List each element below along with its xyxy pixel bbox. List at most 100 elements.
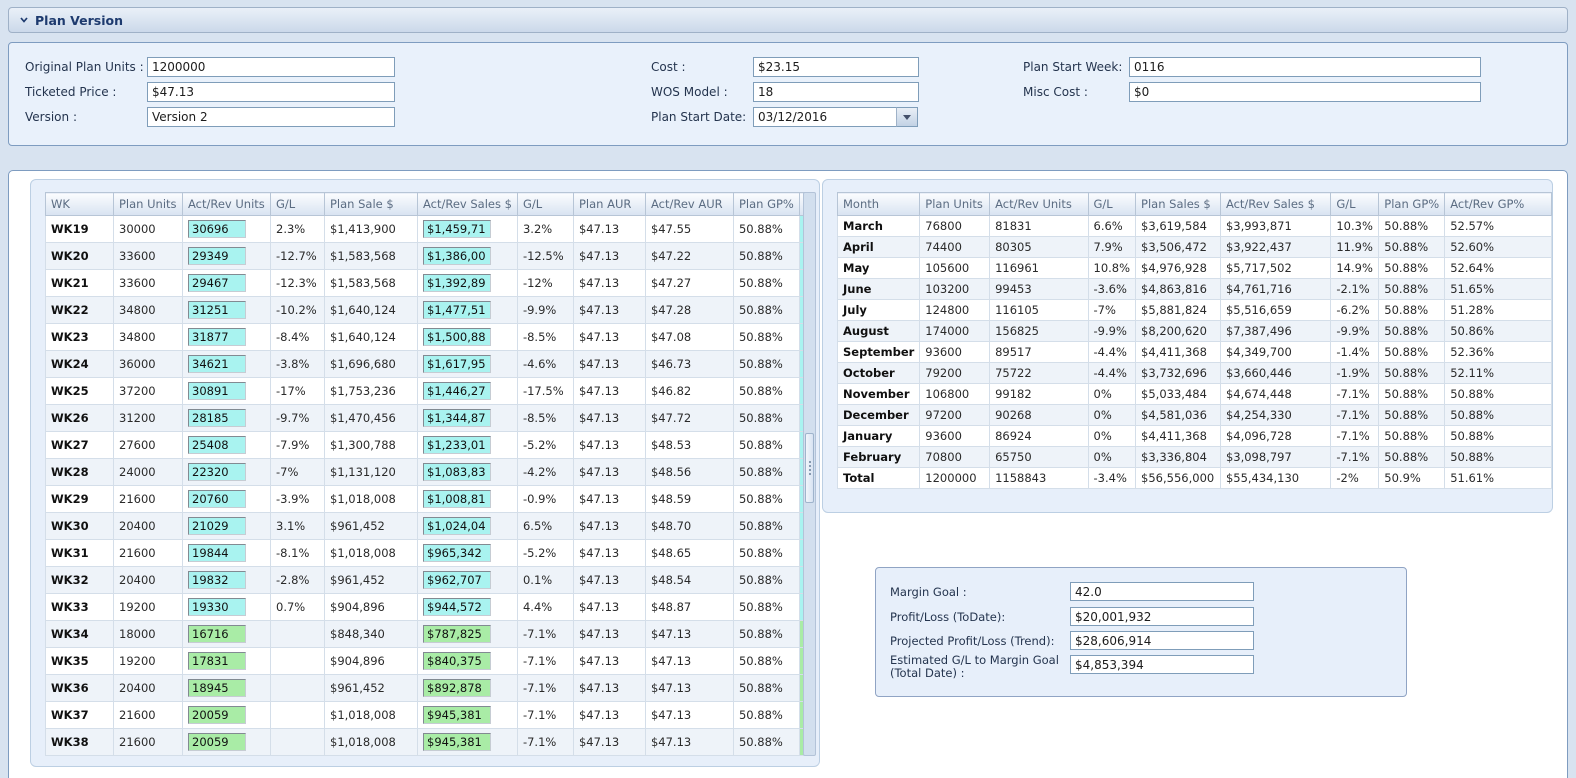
- editable-cell-act_units[interactable]: 21029: [188, 517, 246, 535]
- cell-plan_gp: 50.88%: [1379, 363, 1445, 384]
- cell-plan_units: 27600: [114, 432, 183, 459]
- cell-act_sales: $5,516,659: [1220, 300, 1330, 321]
- editable-cell-act_units[interactable]: 31251: [188, 301, 246, 319]
- editable-cell-act_sales[interactable]: $892,878: [423, 679, 491, 697]
- editable-cell-act_units[interactable]: 22320: [188, 463, 246, 481]
- column-header[interactable]: Plan Sales $: [1136, 193, 1221, 216]
- editable-cell-act_sales[interactable]: $962,707: [423, 571, 491, 589]
- editable-cell-act_units[interactable]: 25408: [188, 436, 246, 454]
- cell-month: February: [838, 447, 920, 468]
- editable-cell-act_units[interactable]: 30891: [188, 382, 246, 400]
- cell-gl_units: -4.4%: [1088, 342, 1136, 363]
- plan-start-week-field[interactable]: [1129, 57, 1481, 77]
- column-header[interactable]: Act/Rev Sales $: [1220, 193, 1330, 216]
- editable-cell-act_units[interactable]: 19330: [188, 598, 246, 616]
- editable-cell-act_units[interactable]: 30696: [188, 220, 246, 238]
- misc-cost-field[interactable]: [1129, 82, 1481, 102]
- editable-cell-act_sales[interactable]: $1,233,01: [423, 436, 491, 454]
- cell-act_units: 81831: [990, 216, 1088, 237]
- editable-cell-act_units[interactable]: 19844: [188, 544, 246, 562]
- wos-model-field[interactable]: [753, 82, 919, 102]
- cell-gl_units: -12.3%: [271, 270, 325, 297]
- estimated-gl-field[interactable]: [1070, 655, 1254, 674]
- column-header[interactable]: Act/Rev AUR: [645, 193, 733, 216]
- cell-plan_units: 30000: [114, 216, 183, 243]
- column-header[interactable]: Plan GP%: [1379, 193, 1445, 216]
- margin-goal-field[interactable]: [1070, 582, 1254, 601]
- cell-act_units: 99182: [990, 384, 1088, 405]
- cell-plan_aur: $47.13: [573, 702, 645, 729]
- cell-plan_units: 31200: [114, 405, 183, 432]
- editable-cell-act_units[interactable]: 29467: [188, 274, 246, 292]
- column-header[interactable]: Month: [838, 193, 920, 216]
- editable-cell-act_units[interactable]: 20760: [188, 490, 246, 508]
- column-header[interactable]: Act/Rev Sales $: [418, 193, 518, 216]
- editable-cell-act_sales[interactable]: $1,459,71: [423, 220, 491, 238]
- cell-plan_gp: 50.88%: [1379, 237, 1445, 258]
- editable-cell-act_sales[interactable]: $1,392,89: [423, 274, 491, 292]
- original-plan-units-field[interactable]: [147, 57, 395, 77]
- cell-act_sales: $1,617,95: [418, 351, 518, 378]
- cost-field[interactable]: [753, 57, 919, 77]
- editable-cell-act_sales[interactable]: $945,381: [423, 733, 491, 751]
- column-header[interactable]: Act/Rev Units: [183, 193, 271, 216]
- cell-act_units: 17831: [183, 648, 271, 675]
- editable-cell-act_sales[interactable]: $944,572: [423, 598, 491, 616]
- editable-cell-act_units[interactable]: 29349: [188, 247, 246, 265]
- editable-cell-act_units[interactable]: 20059: [188, 733, 246, 751]
- editable-cell-act_units[interactable]: 19832: [188, 571, 246, 589]
- column-header[interactable]: G/L: [1331, 193, 1379, 216]
- version-field[interactable]: [147, 107, 395, 127]
- column-header[interactable]: Plan Sale $: [325, 193, 418, 216]
- column-header[interactable]: Plan Units: [920, 193, 990, 216]
- cell-act_aur: $48.56: [645, 459, 733, 486]
- editable-cell-act_sales[interactable]: $1,008,81: [423, 490, 491, 508]
- column-header[interactable]: Plan Units: [114, 193, 183, 216]
- editable-cell-act_sales[interactable]: $787,825: [423, 625, 491, 643]
- cell-act_units: 19832: [183, 567, 271, 594]
- table-row: Total12000001158843-3.4%$56,556,000$55,4…: [838, 468, 1552, 489]
- ticketed-price-field[interactable]: [147, 82, 395, 102]
- editable-cell-act_sales[interactable]: $1,083,83: [423, 463, 491, 481]
- editable-cell-act_units[interactable]: 16716: [188, 625, 246, 643]
- cell-act_sales: $944,572: [418, 594, 518, 621]
- editable-cell-act_units[interactable]: 31877: [188, 328, 246, 346]
- cell-plan_aur: $47.13: [573, 486, 645, 513]
- weekly-table-scrollbar[interactable]: [803, 192, 816, 756]
- editable-cell-act_sales[interactable]: $1,446,27: [423, 382, 491, 400]
- cell-plan_aur: $47.13: [573, 432, 645, 459]
- editable-cell-act_sales[interactable]: $1,617,95: [423, 355, 491, 373]
- column-header[interactable]: G/L: [271, 193, 325, 216]
- editable-cell-act_units[interactable]: 34621: [188, 355, 246, 373]
- editable-cell-act_sales[interactable]: $945,381: [423, 706, 491, 724]
- scrollbar-thumb[interactable]: [805, 433, 814, 503]
- column-header[interactable]: WK: [46, 193, 114, 216]
- editable-cell-act_sales[interactable]: $1,344,87: [423, 409, 491, 427]
- column-header[interactable]: G/L: [517, 193, 573, 216]
- profit-loss-todate-field[interactable]: [1070, 607, 1254, 626]
- plan-start-date-field[interactable]: [753, 107, 897, 127]
- editable-cell-act_sales[interactable]: $1,386,00: [423, 247, 491, 265]
- editable-cell-act_units[interactable]: 18945: [188, 679, 246, 697]
- column-header[interactable]: Plan AUR: [573, 193, 645, 216]
- editable-cell-act_sales[interactable]: $1,500,88: [423, 328, 491, 346]
- column-header[interactable]: Act/Rev Units: [990, 193, 1088, 216]
- cell-gl_units: -12.7%: [271, 243, 325, 270]
- editable-cell-act_sales[interactable]: $1,477,51: [423, 301, 491, 319]
- editable-cell-act_units[interactable]: 17831: [188, 652, 246, 670]
- cell-plan_sales: $4,863,816: [1136, 279, 1221, 300]
- column-header[interactable]: Plan GP%: [733, 193, 799, 216]
- editable-cell-act_units[interactable]: 20059: [188, 706, 246, 724]
- column-header[interactable]: Act/Rev GP%: [1445, 193, 1552, 216]
- column-header[interactable]: G/L: [1088, 193, 1136, 216]
- cell-gl_units: 3.1%: [271, 513, 325, 540]
- projected-profit-loss-field[interactable]: [1070, 631, 1254, 650]
- cell-gl_sales: -17.5%: [517, 378, 573, 405]
- plan-version-header[interactable]: Plan Version: [8, 7, 1568, 33]
- editable-cell-act_units[interactable]: 28185: [188, 409, 246, 427]
- editable-cell-act_sales[interactable]: $840,375: [423, 652, 491, 670]
- editable-cell-act_sales[interactable]: $965,342: [423, 544, 491, 562]
- plan-start-date-dropdown-button[interactable]: [896, 107, 918, 127]
- cell-wk: WK24: [46, 351, 114, 378]
- editable-cell-act_sales[interactable]: $1,024,04: [423, 517, 491, 535]
